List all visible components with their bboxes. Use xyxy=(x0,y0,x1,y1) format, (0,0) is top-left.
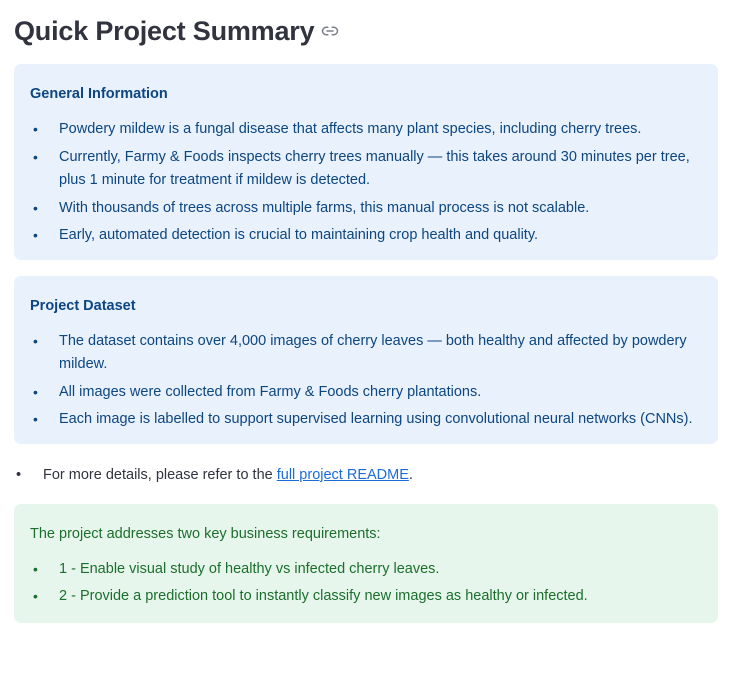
dataset-box: Project Dataset • The dataset contains ov… xyxy=(14,275,718,444)
bullet-icon: • xyxy=(33,199,38,216)
list-item-text: With thousands of trees across multiple … xyxy=(59,199,590,216)
list-item: • Early, automated detection is crucial t… xyxy=(30,224,702,248)
more-details-item: • For more details, please refer to the … xyxy=(14,464,718,487)
list-item-text: All images were collected from Farmy & F… xyxy=(59,383,482,400)
more-details-prefix: For more details, please refer to the xyxy=(43,466,277,483)
list-item: • Powdery mildew is a fungal disease that… xyxy=(30,118,702,142)
dataset-list: • The dataset contains over 4,000 images … xyxy=(30,330,702,432)
bullet-icon: • xyxy=(33,411,38,427)
list-item: • With thousands of trees across multiple… xyxy=(30,197,702,221)
bullet-icon: • xyxy=(33,227,38,243)
list-item: • 2 - Provide a prediction tool to instan… xyxy=(30,585,702,609)
bullet-icon: • xyxy=(16,466,22,483)
bullet-icon: • xyxy=(33,148,38,165)
list-item: • 1 - Enable visual study of healthy vs i… xyxy=(30,558,702,582)
list-item-text: Early, automated detection is crucial to… xyxy=(59,227,539,243)
readme-link[interactable]: full project README xyxy=(276,466,409,483)
list-item: • Each image is labelled to support super… xyxy=(30,408,702,432)
bullet-icon: • xyxy=(33,383,38,400)
link-icon[interactable] xyxy=(321,22,339,40)
list-item-text: 1 - Enable visual study of healthy vs in… xyxy=(59,560,440,577)
dataset-heading: Project Dataset xyxy=(30,297,136,314)
list-item-text: Each image is labelled to support superv… xyxy=(59,411,693,427)
bullet-icon: • xyxy=(33,332,38,349)
title-row: Quick Project Summary xyxy=(14,0,718,62)
page-title: Quick Project Summary xyxy=(14,15,315,46)
list-item-text: The dataset contains over 4,000 images o… xyxy=(59,332,687,373)
list-item-text: Currently, Farmy & Foods inspects cherry… xyxy=(59,148,690,189)
general-info-heading: General Information xyxy=(30,86,168,102)
more-details-suffix: . xyxy=(408,466,413,483)
bullet-icon: • xyxy=(33,121,38,137)
list-item: • All images were collected from Farmy & … xyxy=(30,381,702,405)
requirements-box: The project addresses two key business r… xyxy=(14,503,718,623)
list-item: • Currently, Farmy & Foods inspects cherr… xyxy=(30,146,702,193)
bullet-icon: • xyxy=(33,560,38,577)
list-item: • The dataset contains over 4,000 images … xyxy=(30,330,702,377)
requirements-intro: The project addresses two key business r… xyxy=(30,525,381,542)
main-content: Quick Project Summary General Informatio… xyxy=(14,0,718,623)
list-item-text: 2 - Provide a prediction tool to instant… xyxy=(59,588,588,604)
list-item-text: Powdery mildew is a fungal disease that … xyxy=(59,121,642,137)
general-info-list: • Powdery mildew is a fungal disease that… xyxy=(30,118,702,248)
requirements-list: • 1 - Enable visual study of healthy vs i… xyxy=(30,558,702,609)
bullet-icon: • xyxy=(33,588,38,604)
general-info-box: General Information • Powdery mildew is a… xyxy=(14,64,718,260)
